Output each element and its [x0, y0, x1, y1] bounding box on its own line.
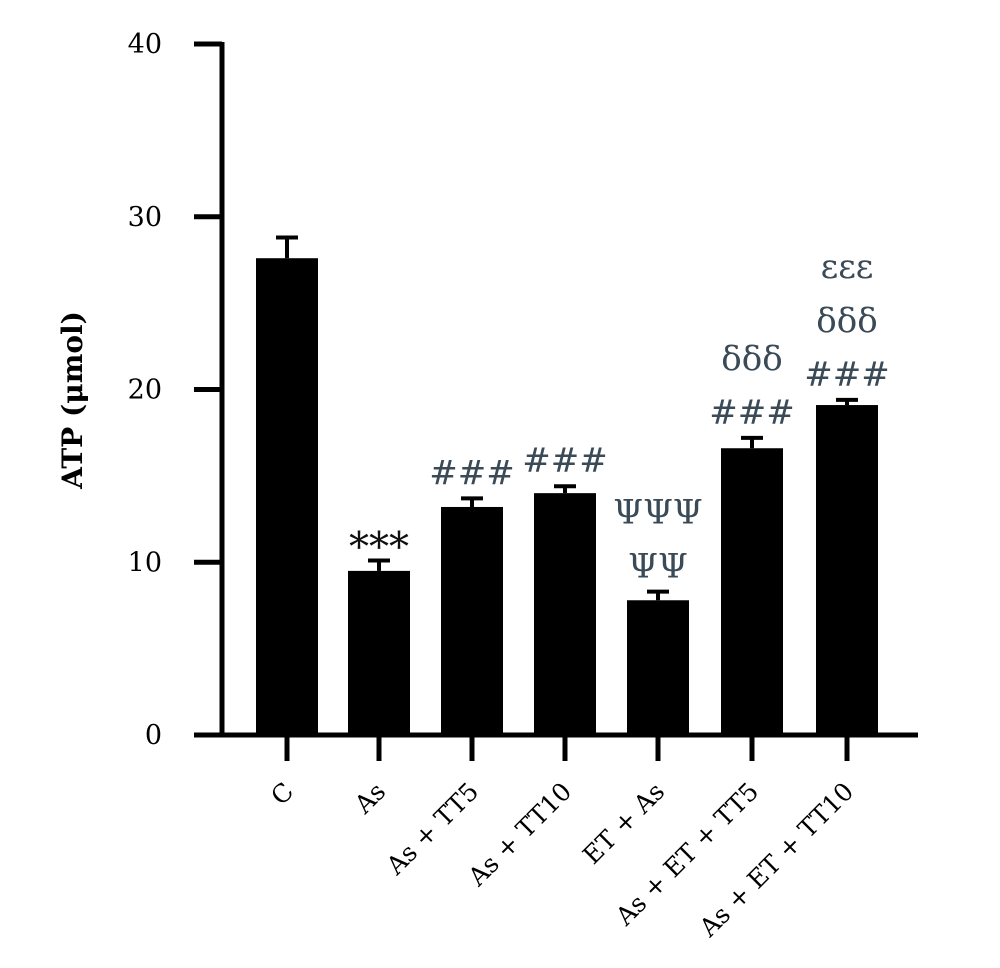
significance-annotation: δδδ	[816, 301, 877, 341]
significance-annotation: ###	[522, 441, 607, 481]
y-tick-label: 30	[128, 202, 162, 233]
y-tick-label: 0	[145, 720, 162, 751]
y-tick-label: 40	[128, 29, 162, 60]
significance-annotation: ###	[429, 453, 514, 493]
category-label: ET + As	[577, 777, 670, 870]
significance-annotation: ***	[349, 525, 409, 571]
category-label: C	[265, 777, 299, 811]
bar	[627, 600, 689, 735]
bar	[721, 448, 783, 735]
y-axis-label: ATP (μmol)	[56, 311, 89, 490]
bar	[534, 493, 596, 735]
significance-annotation: εεε	[821, 247, 874, 287]
bar	[256, 258, 318, 735]
significance-annotation: δδδ	[721, 339, 782, 379]
bar	[348, 570, 410, 735]
category-label: As	[348, 777, 391, 820]
bar	[441, 506, 503, 735]
significance-annotation: ΨΨΨ	[613, 493, 702, 533]
significance-annotation: ###	[804, 355, 889, 395]
bar	[816, 405, 878, 735]
significance-annotation: ΨΨ	[628, 547, 688, 587]
y-tick-label: 10	[128, 547, 162, 578]
y-tick-label: 20	[128, 375, 162, 406]
significance-annotation: ###	[709, 393, 794, 433]
